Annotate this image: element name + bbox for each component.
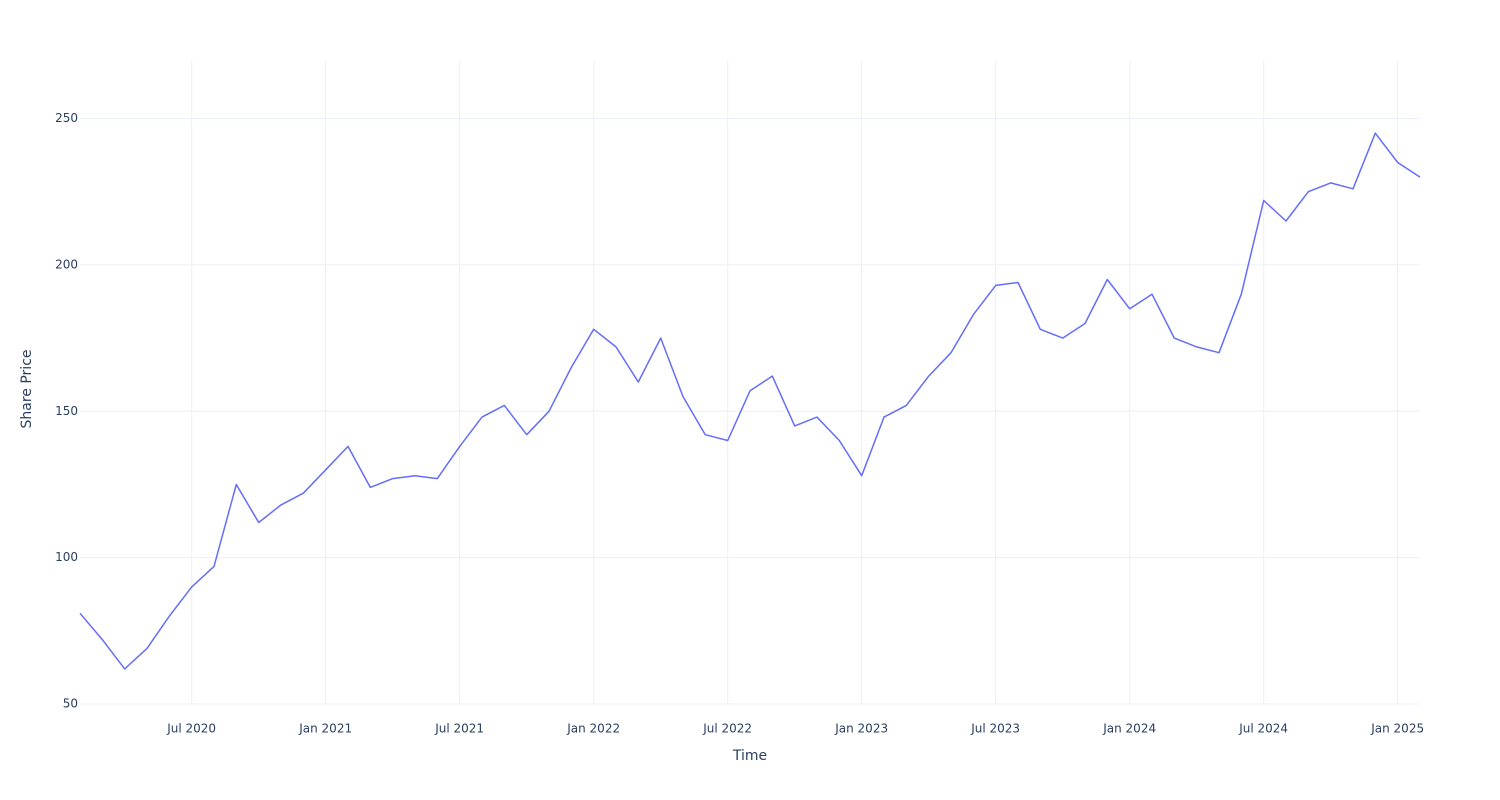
y-tick-label: 150 (55, 404, 78, 418)
y-axis-title: Share Price (19, 349, 35, 428)
x-tick-label: Jul 2023 (970, 722, 1020, 736)
x-tick-label: Jan 2021 (298, 722, 352, 736)
x-tick-label: Jan 2022 (566, 722, 620, 736)
y-tick-label: 250 (55, 111, 78, 125)
x-tick-label: Jul 2022 (702, 722, 752, 736)
y-tick-label: 100 (55, 550, 78, 564)
x-tick-label: Jul 2021 (434, 722, 484, 736)
price-line (79, 132, 1421, 670)
y-tick-label: 200 (55, 257, 78, 271)
grid (80, 60, 1420, 705)
x-tick-label: Jan 2025 (1370, 722, 1424, 736)
x-axis-title: Time (732, 748, 767, 764)
x-tick-label: Jan 2024 (1102, 722, 1156, 736)
x-tick-label: Jul 2024 (1238, 722, 1288, 736)
x-tick-label: Jan 2023 (834, 722, 888, 736)
x-tick-label: Jul 2020 (166, 722, 216, 736)
y-tick-label: 50 (63, 697, 78, 711)
